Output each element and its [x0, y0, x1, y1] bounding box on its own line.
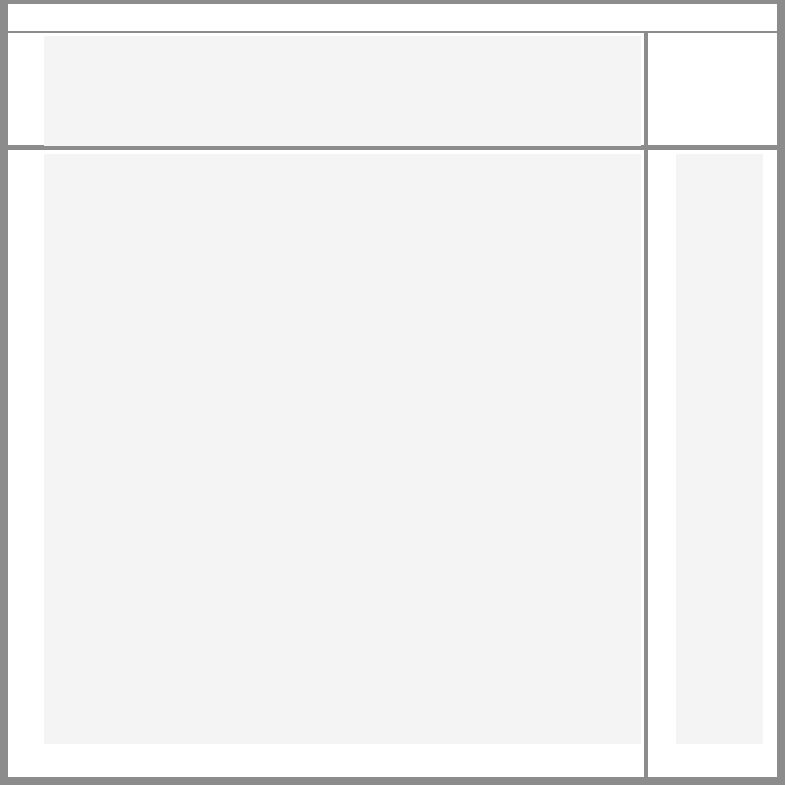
plan-view-plot-area — [44, 154, 641, 744]
plan-view-map-panel — [8, 150, 644, 777]
time-height-panel — [8, 33, 644, 146]
sources-count-panel — [648, 33, 777, 145]
height-east-west-plot-area — [676, 154, 763, 744]
height-east-west-panel — [648, 150, 777, 777]
title-bar — [8, 4, 777, 31]
time-height-plot-area — [44, 36, 641, 146]
